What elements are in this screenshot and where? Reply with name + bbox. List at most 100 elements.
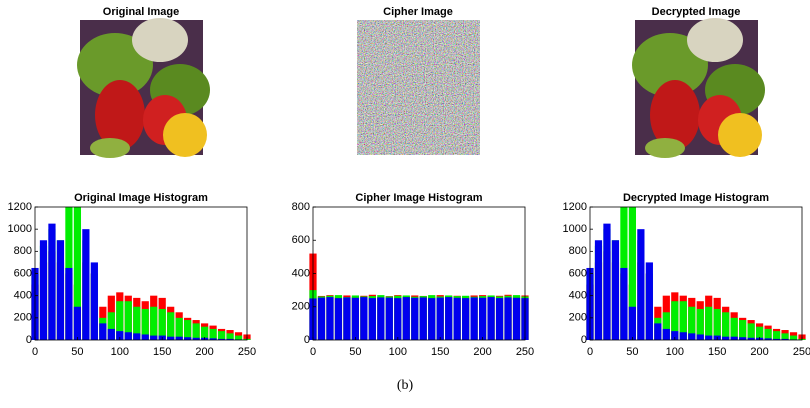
decrypted-image: [632, 18, 765, 158]
x-tick-label: 150: [708, 346, 726, 358]
x-tick-label: 0: [587, 346, 593, 358]
y-tick-label: 800: [569, 245, 587, 257]
bar: [611, 240, 620, 340]
bar: [428, 298, 436, 340]
bar: [705, 306, 713, 340]
bar: [688, 333, 696, 340]
bar: [192, 323, 200, 340]
bar: [696, 308, 704, 340]
bar: [377, 297, 385, 340]
bar: [90, 262, 98, 340]
y-tick-label: 200: [569, 312, 587, 324]
bar: [116, 331, 124, 340]
bar: [167, 312, 175, 340]
y-tick-label: 0: [581, 334, 587, 346]
bar: [747, 337, 755, 340]
histogram: Cipher Image Histogram 0 200 400 600 800 0 50 10…: [292, 192, 535, 358]
y-tick-label: 400: [569, 290, 587, 302]
bar: [73, 306, 82, 340]
bar: [141, 334, 149, 340]
image-title: Cipher Image: [383, 6, 453, 18]
bar: [394, 298, 402, 340]
bar: [99, 323, 107, 340]
chart-title: Original Image Histogram: [74, 192, 208, 204]
bar: [504, 297, 512, 340]
bar: [368, 298, 376, 340]
bar: [470, 297, 478, 340]
bar: [184, 320, 192, 340]
bar: [39, 240, 48, 340]
bar: [739, 320, 747, 340]
bar: [764, 328, 772, 340]
x-tick-label: 50: [71, 346, 83, 358]
bar: [124, 301, 132, 340]
bar: [217, 338, 226, 340]
image-title: Decrypted Image: [652, 6, 741, 18]
bar: [478, 297, 487, 340]
bar: [334, 298, 343, 340]
bar: [343, 297, 351, 340]
bar: [107, 328, 115, 340]
x-tick-label: 250: [238, 346, 256, 358]
image-title: Original Image: [103, 6, 179, 18]
bar: [402, 297, 410, 340]
bar: [696, 334, 704, 340]
bar: [150, 306, 158, 340]
original-image: [77, 18, 210, 158]
bar: [620, 267, 628, 340]
bar: [487, 297, 495, 340]
bar: [671, 331, 679, 340]
bar: [722, 336, 730, 340]
y-tick-label: 800: [14, 245, 32, 257]
bar: [175, 336, 183, 340]
bar: [184, 337, 192, 340]
bar: [124, 332, 132, 340]
bar: [739, 337, 747, 340]
bar: [730, 336, 738, 340]
bar: [679, 301, 687, 340]
bar: [679, 332, 687, 340]
x-tick-label: 200: [195, 346, 213, 358]
chart-title: Cipher Image Histogram: [355, 192, 482, 204]
bar: [688, 306, 696, 340]
y-tick-label: 200: [14, 312, 32, 324]
x-tick-label: 150: [431, 346, 449, 358]
bar: [234, 335, 243, 340]
bar: [453, 297, 461, 340]
y-tick-label: 1200: [8, 201, 32, 213]
bar: [654, 323, 662, 340]
bar: [789, 335, 798, 340]
bar: [747, 323, 755, 340]
chart-title: Decrypted Image Histogram: [623, 192, 769, 204]
y-tick-label: 800: [292, 201, 310, 213]
bar: [411, 297, 419, 340]
bar: [628, 306, 637, 340]
y-tick-label: 200: [292, 301, 310, 313]
x-tick-label: 0: [310, 346, 316, 358]
bar: [662, 328, 670, 340]
bar: [326, 297, 334, 340]
x-tick-label: 100: [111, 346, 129, 358]
bar: [495, 298, 504, 340]
x-tick-label: 100: [666, 346, 684, 358]
caption: (b): [397, 378, 414, 393]
bar: [209, 328, 217, 340]
y-tick-label: 1000: [8, 223, 32, 235]
y-tick-label: 1000: [563, 223, 587, 235]
x-tick-label: 0: [32, 346, 38, 358]
bar: [462, 298, 470, 340]
bar: [671, 301, 679, 340]
x-tick-label: 150: [153, 346, 171, 358]
bar: [317, 297, 326, 340]
cipher-image: [357, 20, 480, 155]
x-tick-label: 250: [516, 346, 534, 358]
bar: [150, 335, 158, 340]
bar: [48, 223, 56, 340]
y-tick-label: 600: [14, 267, 32, 279]
bar: [107, 312, 115, 340]
histogram: Original Image Histogram 0 200 400 600 800 100…: [8, 192, 257, 358]
bar: [722, 312, 730, 340]
bar: [158, 308, 166, 340]
y-tick-label: 0: [304, 334, 310, 346]
